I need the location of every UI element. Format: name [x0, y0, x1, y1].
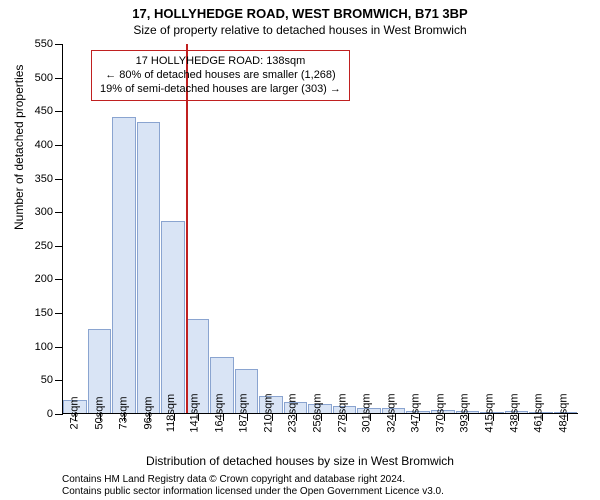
y-tick-label: 100	[35, 341, 63, 353]
y-tick-label: 250	[35, 240, 63, 252]
x-tick-label: 461sqm	[523, 393, 545, 432]
y-tick-label: 300	[35, 206, 63, 218]
y-tick-label: 550	[35, 38, 63, 50]
info-box: 17 HOLLYHEDGE ROAD: 138sqm ← 80% of deta…	[91, 50, 350, 101]
x-tick-label: 164sqm	[203, 393, 225, 432]
y-tick-label: 500	[35, 72, 63, 84]
y-axis-label: Number of detached properties	[12, 65, 26, 230]
x-tick-label: 73sqm	[108, 396, 130, 429]
x-tick-label: 278sqm	[326, 393, 348, 432]
y-tick-label: 350	[35, 173, 63, 185]
y-tick-label: 450	[35, 105, 63, 117]
x-tick-label: 415sqm	[473, 393, 495, 432]
x-tick-label: 370sqm	[424, 393, 446, 432]
y-tick-label: 400	[35, 139, 63, 151]
chart-subtitle: Size of property relative to detached ho…	[0, 21, 600, 37]
x-axis-label: Distribution of detached houses by size …	[0, 454, 600, 468]
footer: Contains HM Land Registry data © Crown c…	[62, 474, 444, 498]
footer-line-2: Contains public sector information licen…	[62, 486, 444, 498]
info-line-1: 17 HOLLYHEDGE ROAD: 138sqm	[100, 55, 341, 69]
plot-area: 17 HOLLYHEDGE ROAD: 138sqm ← 80% of deta…	[62, 44, 578, 414]
x-tick-label: 484sqm	[547, 393, 569, 432]
bar	[161, 221, 185, 413]
x-tick-label: 118sqm	[154, 394, 176, 432]
x-tick-label: 347sqm	[400, 393, 422, 432]
x-tick-label: 141sqm	[179, 393, 201, 432]
bar	[137, 122, 161, 413]
bar	[112, 117, 136, 413]
y-tick-label: 50	[41, 374, 63, 386]
x-tick-label: 324sqm	[375, 393, 397, 432]
y-tick-label: 150	[35, 307, 63, 319]
x-tick-label: 210sqm	[252, 393, 274, 432]
chart-container: 17, HOLLYHEDGE ROAD, WEST BROMWICH, B71 …	[0, 0, 600, 500]
x-tick-label: 27sqm	[59, 396, 81, 429]
x-tick-label: 438sqm	[498, 393, 520, 432]
x-tick-label: 301sqm	[351, 393, 373, 432]
x-tick-label: 187sqm	[228, 393, 250, 432]
chart-title: 17, HOLLYHEDGE ROAD, WEST BROMWICH, B71 …	[0, 0, 600, 21]
x-tick-label: 96sqm	[132, 396, 154, 429]
x-tick-label: 233sqm	[277, 393, 299, 432]
x-tick-label: 50sqm	[83, 396, 105, 429]
info-line-2: ← 80% of detached houses are smaller (1,…	[100, 69, 341, 83]
info-line-3: 19% of semi-detached houses are larger (…	[100, 83, 341, 97]
x-tick-label: 393sqm	[449, 393, 471, 432]
x-tick-label: 256sqm	[301, 393, 323, 432]
footer-line-1: Contains HM Land Registry data © Crown c…	[62, 474, 444, 486]
y-tick-label: 200	[35, 273, 63, 285]
